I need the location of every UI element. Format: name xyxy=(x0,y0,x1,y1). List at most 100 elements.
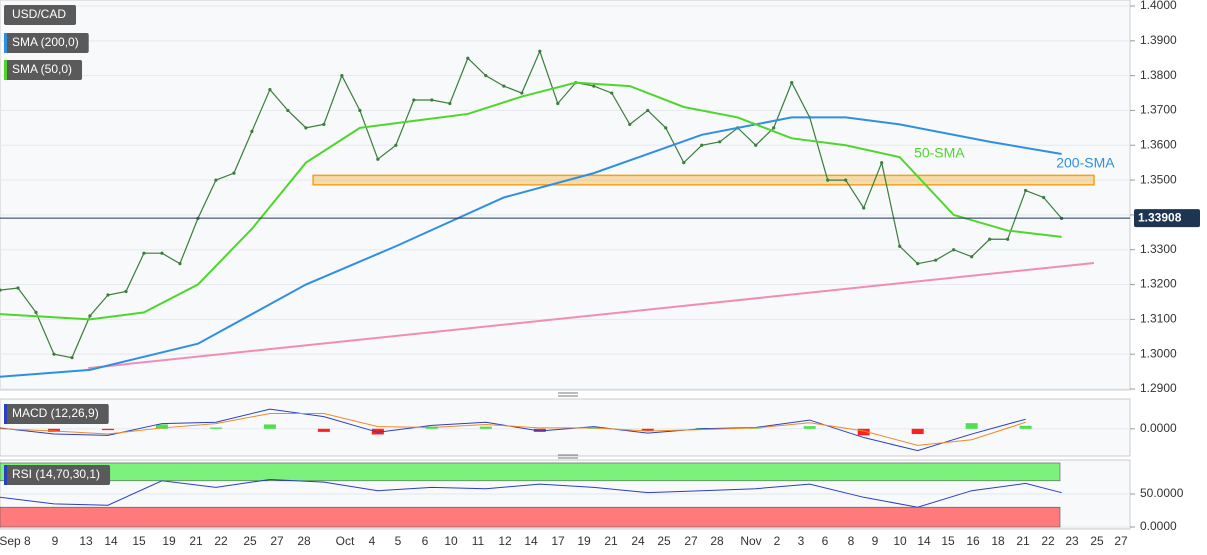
panel-handle[interactable] xyxy=(558,392,578,397)
x-tick-label: 23 xyxy=(1065,534,1079,548)
trendline xyxy=(88,261,1095,370)
last-price-label: 1.33908 xyxy=(1138,210,1182,224)
price-point xyxy=(376,157,380,161)
price-point xyxy=(700,143,704,147)
y-tick-label: 1.3200 xyxy=(1140,277,1177,291)
rsi-line xyxy=(0,478,1062,508)
x-tick-label: 16 xyxy=(966,534,980,548)
histogram-bar xyxy=(47,428,60,432)
price-point xyxy=(34,310,38,314)
histogram-bar xyxy=(911,428,924,435)
y-tick-label: 1.3600 xyxy=(1140,137,1177,151)
price-point xyxy=(646,108,650,113)
y-tick-label: 1.3900 xyxy=(1140,33,1177,47)
price-point xyxy=(1024,188,1028,193)
price-point xyxy=(250,129,254,133)
price-point xyxy=(322,122,326,126)
y-tick-label: 1.3300 xyxy=(1140,242,1177,256)
price-point xyxy=(538,49,542,53)
histogram-bar xyxy=(155,424,168,429)
x-tick-label: Sep 8 xyxy=(0,534,31,548)
histogram-bar xyxy=(857,428,870,436)
price-point xyxy=(286,108,290,113)
histogram-bar xyxy=(803,426,816,429)
histogram-bar xyxy=(479,426,492,429)
x-tick-label: 15 xyxy=(941,534,955,548)
price-point xyxy=(394,143,398,147)
price-point xyxy=(304,126,308,130)
price-point xyxy=(1042,195,1046,200)
price-point xyxy=(844,178,848,182)
y-tick-label: 1.3000 xyxy=(1140,346,1177,360)
price-point xyxy=(934,258,938,262)
x-tick-label: 24 xyxy=(631,534,645,548)
panel-handle[interactable] xyxy=(558,454,578,459)
price-panel xyxy=(0,0,1131,391)
last-price-tag xyxy=(1134,209,1200,228)
price-point xyxy=(52,352,56,356)
histogram-bar xyxy=(533,428,546,432)
x-tick-label: 27 xyxy=(684,534,698,548)
y-tick-label: 0.0000 xyxy=(1140,519,1177,533)
x-tick-label: 21 xyxy=(604,534,618,548)
legend-box xyxy=(4,465,111,485)
histogram-bar xyxy=(263,424,276,429)
x-tick-label: 27 xyxy=(270,534,284,548)
legend-box xyxy=(4,404,109,424)
x-tick-label: 15 xyxy=(132,534,146,548)
price-point xyxy=(0,288,2,292)
x-tick-label: 14 xyxy=(917,534,931,548)
x-tick-label: 2 xyxy=(774,534,781,548)
rsi-band xyxy=(0,506,1061,528)
price-point xyxy=(70,356,74,360)
x-tick-label: 3 xyxy=(798,534,805,548)
legend-label: RSI (14,70,30,1) xyxy=(12,467,100,481)
legend-swatch xyxy=(4,60,7,80)
y-tick-label: 1.3800 xyxy=(1140,68,1177,82)
resistance-zone xyxy=(312,174,1095,186)
legend-label: MACD (12,26,9) xyxy=(12,406,99,420)
annotation: 50-SMA xyxy=(914,145,965,161)
x-tick-label: Nov xyxy=(740,534,761,548)
x-tick-label: 27 xyxy=(1114,534,1128,548)
x-tick-label: 14 xyxy=(104,534,118,548)
x-tick-label: 21 xyxy=(189,534,203,548)
rsi-band xyxy=(0,462,1061,482)
legend-label: SMA (50,0) xyxy=(12,62,72,76)
price-point xyxy=(268,87,272,92)
x-tick-label: 6 xyxy=(422,534,429,548)
x-tick-label: 12 xyxy=(498,534,512,548)
price-point xyxy=(610,91,614,95)
y-tick-label: 0.0000 xyxy=(1140,421,1177,435)
histogram-bar xyxy=(371,428,384,435)
histogram-bar xyxy=(965,423,978,429)
histogram-bar xyxy=(101,428,114,431)
x-tick-label: 10 xyxy=(893,534,907,548)
price-point xyxy=(556,101,560,106)
x-tick-label: 25 xyxy=(657,534,671,548)
price-line xyxy=(0,49,1063,359)
x-tick-label: 14 xyxy=(524,534,538,548)
x-tick-label: 22 xyxy=(214,534,228,548)
x-tick-label: 10 xyxy=(444,534,458,548)
legend-box xyxy=(4,5,77,25)
price-point xyxy=(988,237,992,241)
x-tick-label: 22 xyxy=(1041,534,1055,548)
histogram-bar xyxy=(641,428,654,431)
price-point xyxy=(826,178,830,182)
legend-box xyxy=(4,33,89,53)
price-point xyxy=(682,161,686,165)
y-tick-label: 1.3700 xyxy=(1140,103,1177,117)
x-tick-label: 17 xyxy=(551,534,565,548)
price-point xyxy=(142,251,146,255)
x-tick-label: 25 xyxy=(1090,534,1104,548)
x-tick-label: 11 xyxy=(472,534,485,548)
price-point xyxy=(430,98,434,102)
x-tick-label: 25 xyxy=(243,534,257,548)
annotation: 200-SMA xyxy=(1056,154,1115,170)
legend-label: USD/CAD xyxy=(12,7,66,21)
price-point xyxy=(664,126,668,130)
price-point xyxy=(340,74,344,78)
x-tick-label: 18 xyxy=(991,534,1005,548)
legend-swatch xyxy=(4,404,7,424)
